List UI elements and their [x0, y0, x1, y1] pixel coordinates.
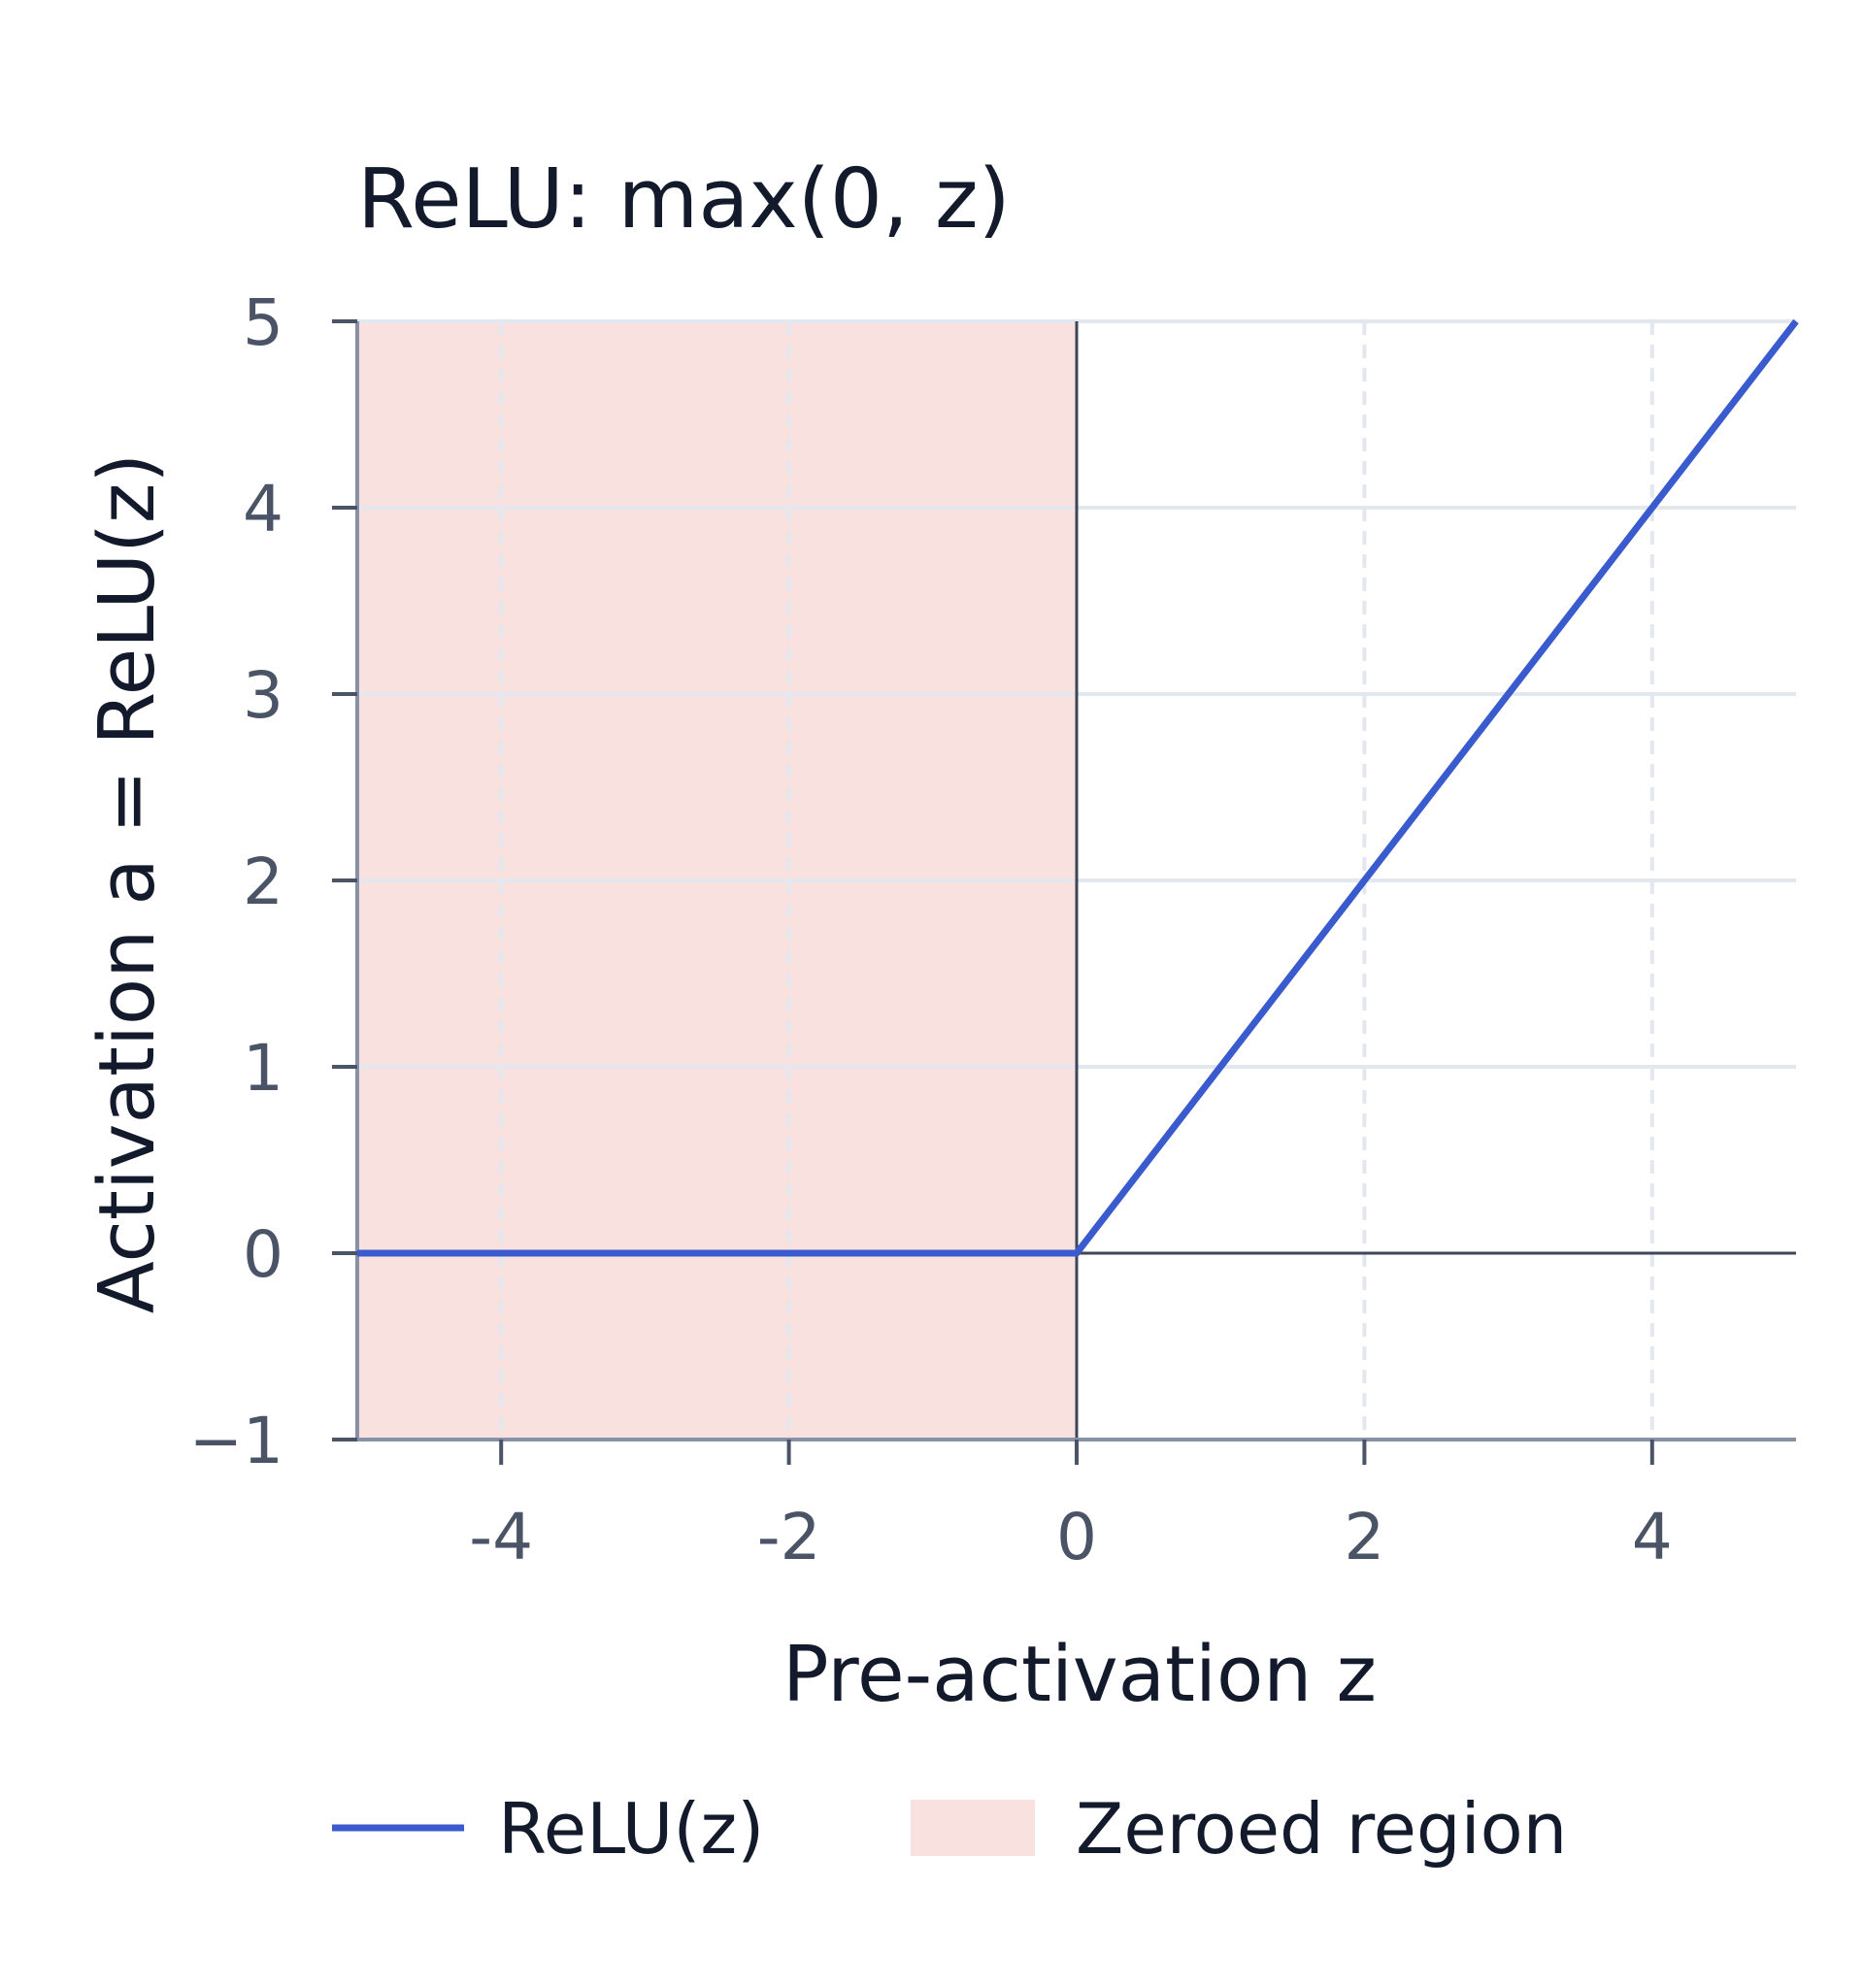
legend-swatch-zeroed — [911, 1800, 1035, 1856]
x-tick-label: 2 — [1344, 1500, 1384, 1574]
y-axis-label: Activation a = ReLU(z) — [83, 453, 172, 1313]
legend-label-relu: ReLU(z) — [498, 1788, 764, 1870]
y-tick-label: 4 — [243, 472, 283, 547]
y-tick-label: −1 — [189, 1404, 283, 1478]
x-axis-label: Pre-activation z — [782, 1630, 1377, 1719]
y-tick-label: 2 — [243, 845, 283, 919]
y-tick-label: 1 — [243, 1031, 283, 1106]
y-tick-label: 0 — [243, 1217, 283, 1292]
x-tick-label: 4 — [1632, 1500, 1673, 1574]
x-tick-label: -4 — [469, 1500, 533, 1574]
x-tick-label: -2 — [757, 1500, 821, 1574]
legend: ReLU(z) Zeroed region — [332, 1788, 1567, 1870]
chart-title: ReLU: max(0, z) — [357, 151, 1011, 248]
y-tick-label: 5 — [243, 285, 283, 360]
y-tick-label: 3 — [243, 658, 283, 733]
x-tick-label: 0 — [1056, 1500, 1097, 1574]
plot-area: −1 0 1 2 3 4 5 -4 -2 0 2 4 — [189, 285, 1799, 1574]
relu-line — [357, 318, 1799, 1257]
legend-label-zeroed: Zeroed region — [1076, 1788, 1567, 1870]
